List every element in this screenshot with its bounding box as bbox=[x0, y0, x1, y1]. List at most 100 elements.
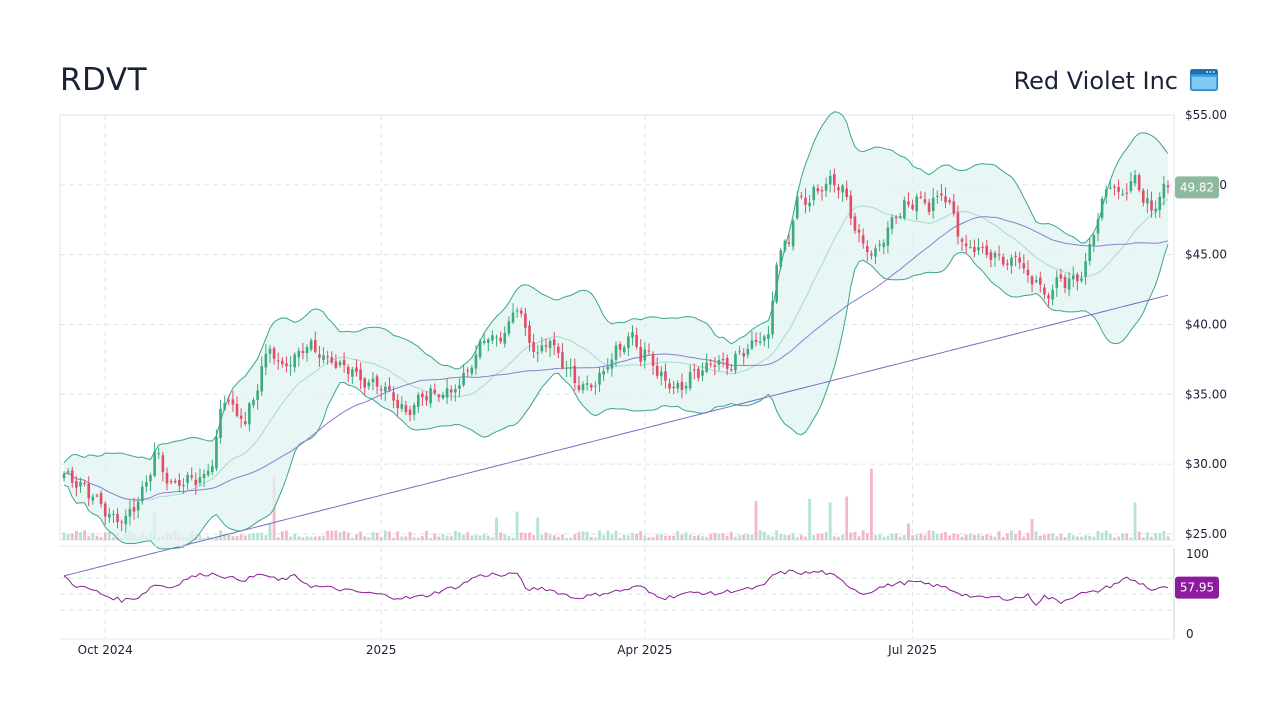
candle-body bbox=[293, 354, 296, 368]
candle bbox=[738, 345, 741, 355]
volume-bar bbox=[919, 533, 923, 540]
moving-average-200-line bbox=[63, 294, 1169, 577]
candle-body bbox=[338, 361, 342, 366]
candle bbox=[330, 351, 334, 365]
candle-body bbox=[132, 507, 136, 512]
candle-body bbox=[944, 196, 947, 203]
price-panel bbox=[59, 111, 1175, 639]
volume-bar bbox=[1084, 535, 1088, 540]
volume-bar bbox=[1043, 534, 1046, 540]
volume-bar bbox=[404, 536, 408, 540]
candle-body bbox=[931, 197, 935, 211]
candle-body bbox=[412, 404, 416, 415]
candle-body bbox=[99, 493, 103, 505]
candle-body bbox=[664, 371, 667, 381]
volume-bar bbox=[280, 531, 284, 540]
candle-body bbox=[618, 343, 622, 350]
volume-bar bbox=[853, 531, 857, 540]
candle bbox=[227, 395, 231, 406]
candle bbox=[367, 379, 371, 390]
candle-body bbox=[622, 347, 626, 353]
candle-body bbox=[540, 345, 544, 352]
candle-body bbox=[313, 339, 317, 352]
volume-bar bbox=[556, 536, 560, 540]
candle bbox=[618, 341, 622, 358]
candle bbox=[186, 472, 189, 490]
candle bbox=[907, 192, 910, 208]
last-price-badge bbox=[1175, 176, 1219, 199]
rsi-panel bbox=[60, 545, 1175, 640]
volume-bar bbox=[453, 530, 457, 540]
candle-body bbox=[824, 183, 828, 191]
volume-bar bbox=[1117, 536, 1120, 540]
candle bbox=[898, 212, 902, 220]
candle bbox=[169, 479, 173, 485]
candle-body bbox=[190, 475, 194, 478]
candle-body bbox=[565, 367, 568, 369]
candle-body bbox=[639, 347, 643, 362]
candle bbox=[1059, 268, 1063, 282]
volume-bar bbox=[688, 534, 692, 540]
candle bbox=[375, 373, 379, 395]
candle bbox=[903, 196, 906, 221]
candle-body bbox=[252, 399, 255, 406]
candle bbox=[256, 383, 259, 410]
candle bbox=[210, 459, 214, 476]
volume-bar bbox=[705, 536, 709, 540]
candle bbox=[112, 509, 115, 524]
volume-bar bbox=[684, 532, 688, 540]
candle-body bbox=[705, 362, 708, 372]
candle bbox=[940, 183, 943, 201]
volume-bar bbox=[577, 531, 581, 540]
candle bbox=[812, 184, 816, 206]
candle-body bbox=[536, 352, 540, 354]
candle bbox=[767, 325, 770, 349]
candle bbox=[973, 239, 976, 258]
candle bbox=[1117, 179, 1120, 200]
volume-bar bbox=[746, 534, 750, 540]
candle bbox=[103, 501, 107, 526]
candle-body bbox=[701, 370, 704, 376]
volume-bar bbox=[672, 535, 676, 540]
candle bbox=[466, 367, 470, 377]
candle bbox=[1043, 283, 1046, 300]
rsi-tick-label: 0 bbox=[1186, 627, 1194, 641]
candle-body bbox=[503, 333, 507, 344]
candle bbox=[1137, 173, 1141, 193]
candle-body bbox=[767, 334, 770, 339]
volume-bar bbox=[1162, 530, 1166, 540]
candle-body bbox=[960, 239, 964, 242]
candle-body bbox=[997, 254, 1001, 256]
candle bbox=[153, 442, 156, 478]
candle bbox=[594, 381, 597, 395]
candle-body bbox=[837, 187, 840, 191]
candle-body bbox=[585, 383, 589, 385]
candle bbox=[458, 378, 461, 397]
candle-body bbox=[355, 367, 358, 373]
candle bbox=[758, 332, 762, 346]
candle bbox=[878, 239, 881, 252]
candle-body bbox=[474, 354, 478, 369]
candle-body bbox=[635, 334, 638, 347]
candle bbox=[351, 366, 354, 384]
candle bbox=[470, 365, 474, 377]
candle bbox=[1071, 266, 1075, 288]
volume-bar bbox=[449, 536, 453, 540]
volume-bar bbox=[223, 533, 227, 540]
candle-body bbox=[169, 481, 173, 483]
candle-body bbox=[305, 346, 309, 354]
candle-body bbox=[964, 243, 968, 247]
candle bbox=[569, 358, 572, 377]
candle bbox=[870, 250, 873, 260]
candle-body bbox=[672, 386, 675, 389]
candle bbox=[668, 378, 671, 394]
candle-body bbox=[923, 199, 927, 203]
candle-body bbox=[1026, 269, 1030, 276]
candle bbox=[833, 168, 836, 193]
volume-bar bbox=[717, 533, 721, 540]
candle bbox=[800, 191, 803, 200]
candle bbox=[66, 468, 70, 475]
volume-bar bbox=[1071, 535, 1075, 540]
volume-bar bbox=[342, 530, 346, 540]
candle-body bbox=[153, 451, 156, 476]
